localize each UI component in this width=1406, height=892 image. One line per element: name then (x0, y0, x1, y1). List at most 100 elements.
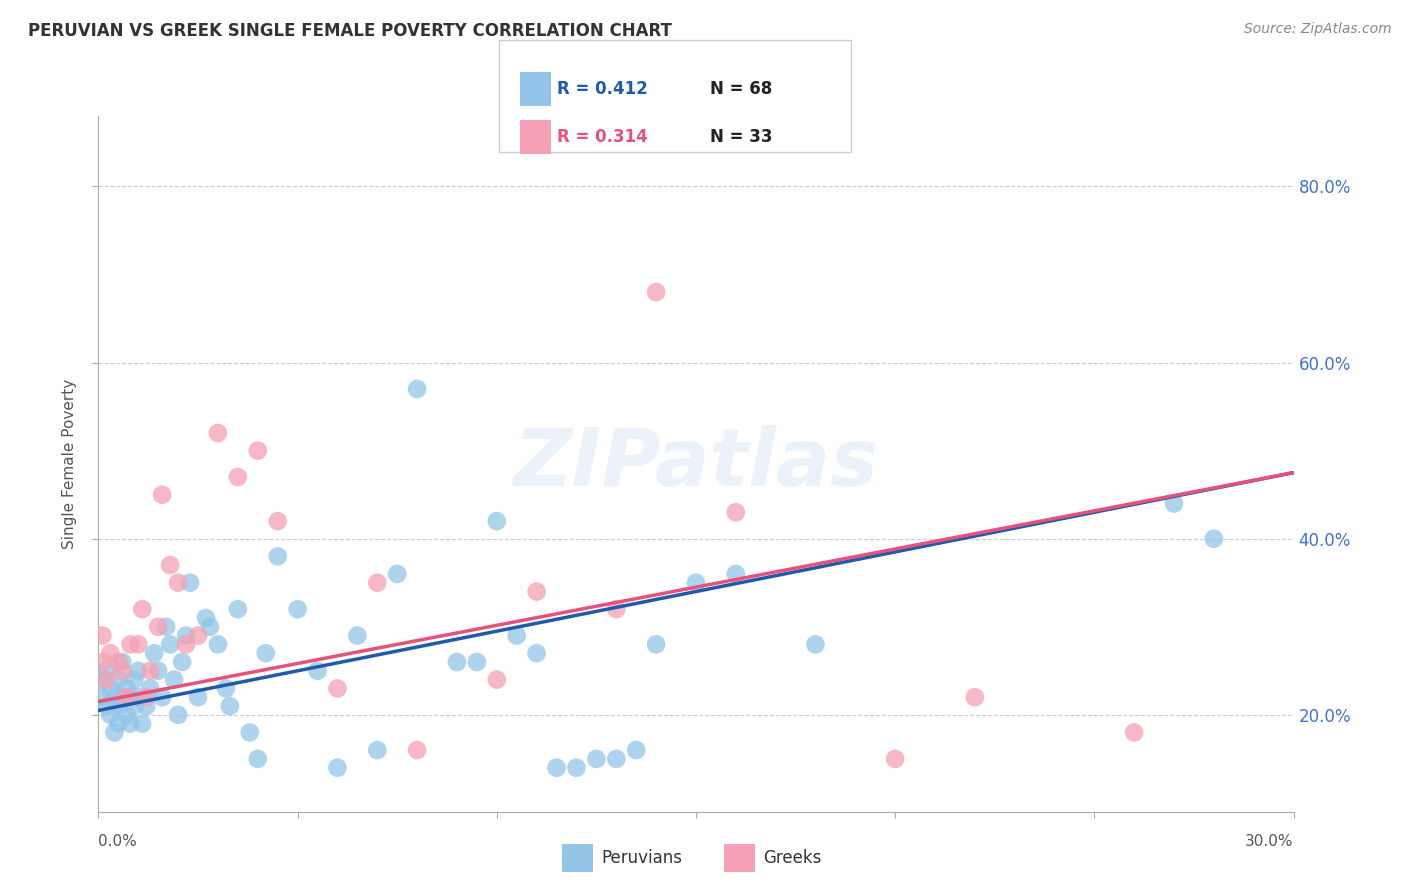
Point (1163, 496, 1185, 510)
Point (1123, 725, 1146, 739)
Point (526, 646, 548, 660)
Point (526, 584, 548, 599)
Point (100, 646, 122, 660)
Text: 0.0%: 0.0% (98, 834, 138, 849)
Point (124, 699, 146, 714)
Point (139, 681, 162, 696)
Point (446, 655, 468, 669)
Text: Source: ZipAtlas.com: Source: ZipAtlas.com (1244, 22, 1392, 37)
Point (226, 470, 249, 484)
Point (120, 716, 142, 731)
Point (96, 673, 118, 687)
Point (111, 664, 134, 678)
Point (406, 743, 429, 757)
Point (127, 690, 149, 705)
Point (91, 673, 114, 687)
Point (135, 690, 157, 705)
Point (239, 725, 262, 739)
Point (485, 673, 508, 687)
Text: R = 0.314: R = 0.314 (557, 128, 648, 146)
Point (107, 699, 129, 714)
Point (546, 761, 568, 775)
Point (724, 566, 747, 581)
Point (100, 681, 122, 696)
Point (111, 655, 134, 669)
Point (326, 761, 349, 775)
Point (485, 514, 508, 528)
Point (174, 637, 197, 651)
Point (645, 285, 668, 299)
Point (326, 681, 349, 696)
Point (207, 637, 229, 651)
Point (159, 637, 181, 651)
Point (195, 611, 218, 625)
Text: N = 68: N = 68 (710, 79, 772, 98)
Point (884, 752, 907, 766)
Y-axis label: Single Female Poverty: Single Female Poverty (62, 379, 77, 549)
Point (91, 655, 114, 669)
Point (585, 752, 607, 766)
Point (131, 602, 153, 616)
Point (107, 716, 129, 731)
Point (804, 637, 827, 651)
Point (346, 629, 368, 643)
Text: Greeks: Greeks (763, 849, 823, 867)
Point (605, 602, 627, 616)
Point (115, 707, 138, 722)
Point (506, 629, 529, 643)
Point (150, 488, 173, 502)
Point (131, 716, 153, 731)
Point (163, 673, 186, 687)
Point (96, 699, 118, 714)
Point (167, 575, 190, 590)
Point (167, 707, 190, 722)
Point (246, 443, 269, 458)
Point (174, 629, 197, 643)
Point (115, 681, 138, 696)
Point (107, 673, 129, 687)
Point (307, 664, 329, 678)
Point (115, 690, 138, 705)
Point (406, 382, 429, 396)
Point (267, 549, 290, 564)
Point (198, 620, 221, 634)
Text: 30.0%: 30.0% (1246, 834, 1294, 849)
Point (1202, 532, 1225, 546)
Point (91, 690, 114, 705)
Point (605, 752, 627, 766)
Point (100, 707, 122, 722)
Point (124, 673, 146, 687)
Point (685, 575, 707, 590)
Text: ZIPatlas: ZIPatlas (513, 425, 879, 503)
Point (187, 629, 209, 643)
Point (645, 637, 668, 651)
Text: N = 33: N = 33 (710, 128, 772, 146)
Point (626, 743, 648, 757)
Point (385, 566, 409, 581)
Point (366, 743, 388, 757)
Point (366, 575, 388, 590)
Point (219, 699, 242, 714)
Point (143, 646, 166, 660)
Point (565, 761, 588, 775)
Point (187, 690, 209, 705)
Point (103, 725, 125, 739)
Point (172, 655, 194, 669)
Point (120, 690, 142, 705)
Point (215, 681, 238, 696)
Point (287, 602, 309, 616)
Point (120, 637, 142, 651)
Point (148, 620, 170, 634)
Point (179, 575, 201, 590)
Text: Peruvians: Peruvians (602, 849, 683, 867)
Point (465, 655, 488, 669)
Point (139, 664, 162, 678)
Point (103, 690, 125, 705)
Point (226, 602, 249, 616)
Point (148, 664, 170, 678)
Point (127, 637, 149, 651)
Point (155, 620, 177, 634)
Point (724, 505, 747, 519)
Point (267, 514, 290, 528)
Point (159, 558, 181, 573)
